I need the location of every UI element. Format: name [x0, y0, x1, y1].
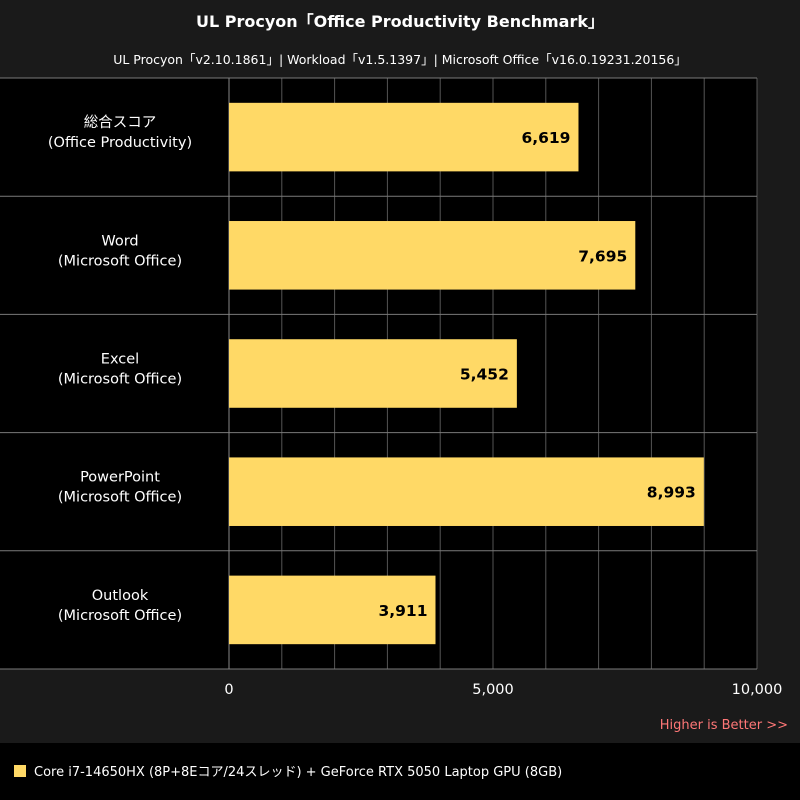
x-tick-label: 5,000: [472, 682, 514, 698]
legend-background: [0, 743, 800, 800]
x-tick-label: 10,000: [732, 682, 783, 698]
bar-value-label: 6,619: [521, 129, 570, 147]
chart-subtitle: UL Procyon「v2.10.1861」| Workload「v1.5.13…: [113, 52, 687, 67]
category-label: PowerPoint: [80, 470, 160, 486]
category-label: (Microsoft Office): [58, 490, 182, 506]
category-label: Excel: [101, 352, 139, 368]
legend-label: Core i7-14650HX (8P+8Eコア/24スレッド) + GeFor…: [34, 765, 562, 780]
bar: [229, 575, 436, 645]
bar-value-label: 8,993: [647, 484, 696, 502]
bar: [229, 102, 579, 172]
category-label: (Office Productivity): [48, 135, 192, 151]
category-label: Word: [101, 233, 138, 249]
bar-value-label: 5,452: [460, 366, 509, 384]
x-tick-label: 0: [224, 682, 233, 698]
bar-value-label: 7,695: [578, 247, 627, 265]
bar: [229, 221, 636, 290]
legend-swatch: [14, 765, 26, 777]
bar: [229, 339, 517, 408]
category-label: (Microsoft Office): [58, 608, 182, 624]
category-label: (Microsoft Office): [58, 253, 182, 269]
category-label: 総合スコア: [84, 114, 157, 131]
bar: [229, 457, 704, 526]
higher-is-better-note: Higher is Better >>: [660, 718, 788, 733]
bar-value-label: 3,911: [378, 602, 427, 620]
chart-title: UL Procyon「Office Productivity Benchmark…: [196, 12, 604, 31]
category-label: (Microsoft Office): [58, 372, 182, 388]
category-label: Outlook: [92, 588, 149, 604]
